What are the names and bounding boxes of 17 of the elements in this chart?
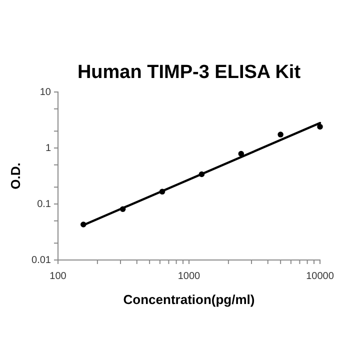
point: [317, 124, 323, 130]
point: [159, 188, 166, 195]
point: [278, 132, 284, 138]
y-axis-title: O.D.: [8, 162, 23, 190]
x-tick-label: 100: [50, 271, 67, 282]
x-tick-label: 10000: [306, 271, 334, 282]
x-axis-title: Concentration(pg/ml): [123, 292, 255, 307]
chart-title: Human TIMP-3 ELISA Kit: [77, 62, 302, 83]
point: [120, 206, 126, 212]
y-tick-label: 0.1: [37, 199, 52, 210]
point: [80, 222, 86, 228]
y-tick-label: 0.01: [32, 255, 52, 266]
point: [198, 171, 205, 178]
x-tick-label: 1000: [178, 271, 201, 282]
y-tick-label: 1: [45, 143, 52, 154]
y-tick-label: 10: [40, 87, 52, 98]
point: [238, 150, 244, 157]
